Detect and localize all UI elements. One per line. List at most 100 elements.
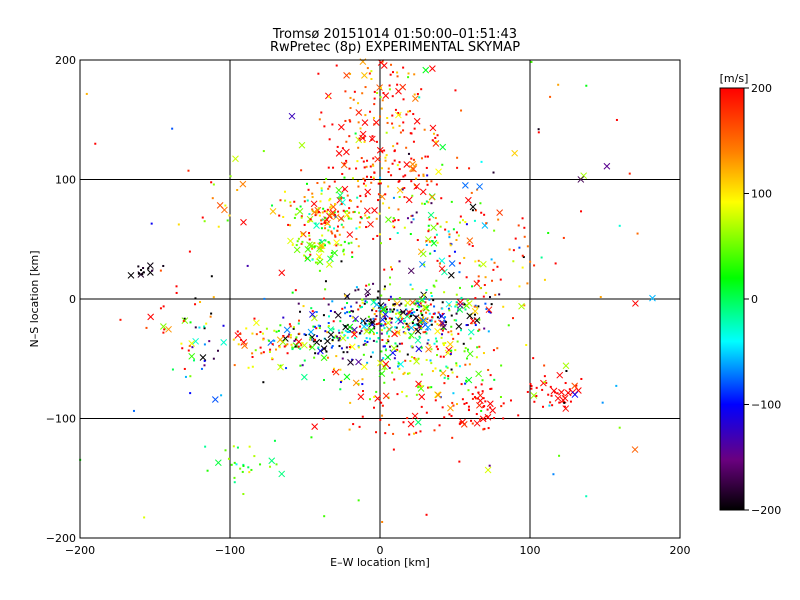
data-point-dot (526, 245, 529, 248)
data-point-dot (410, 356, 413, 359)
data-point-dot (289, 333, 292, 336)
data-point-dot (290, 343, 293, 346)
data-point-dot (485, 308, 488, 311)
data-point-dot (580, 377, 583, 380)
data-point-dot (427, 339, 430, 342)
data-point-dot (409, 336, 412, 339)
data-point-dot (288, 333, 291, 336)
data-point-dot (334, 235, 337, 238)
data-point-dot (364, 184, 367, 187)
data-point-x (411, 412, 419, 420)
data-point-dot (471, 397, 474, 400)
data-point-x (489, 407, 496, 414)
data-point-dot (328, 225, 331, 228)
data-point-dot (343, 162, 346, 165)
data-point-dot (361, 378, 364, 381)
data-point-x (306, 241, 313, 249)
data-point-dot (425, 180, 428, 183)
data-point-dot (514, 237, 517, 240)
data-point-dot (405, 308, 408, 311)
data-point-dot (473, 219, 476, 222)
data-point-dot (262, 150, 265, 153)
data-point-dot (498, 293, 501, 296)
y-tick-label: −200 (46, 532, 76, 545)
data-point-dot (370, 70, 373, 73)
data-point-dot (289, 325, 292, 328)
data-point-x (268, 457, 276, 465)
data-point-dot (364, 86, 367, 89)
y-tick-label: 0 (69, 293, 76, 306)
data-point-dot (311, 245, 314, 248)
data-point-dot (425, 243, 428, 246)
data-point-dot (412, 218, 415, 221)
data-point-dot (407, 110, 410, 113)
data-point-dot (331, 336, 334, 339)
data-point-dot (423, 297, 426, 300)
data-point-dot (406, 328, 409, 331)
data-point-x (649, 294, 656, 302)
data-point-dot (397, 219, 400, 222)
data-point-dot (211, 197, 214, 200)
data-point-x (412, 95, 419, 103)
data-point-dot (374, 318, 377, 321)
data-point-dot (448, 413, 451, 416)
data-point-dot (300, 169, 303, 172)
data-point-dot (481, 390, 484, 393)
data-point-x (343, 148, 350, 156)
data-point-x (181, 317, 189, 324)
data-point-dot (143, 516, 146, 519)
data-point-dot (362, 160, 365, 163)
data-point-dot (387, 298, 390, 301)
data-point-dot (436, 134, 439, 137)
data-point-dot (338, 197, 341, 200)
data-point-dot (468, 243, 471, 246)
data-point-dot (393, 149, 396, 152)
data-point-dot (312, 325, 315, 328)
data-point-dot (439, 355, 442, 358)
data-point-dot (349, 315, 352, 318)
data-point-dot (328, 95, 331, 98)
data-point-x (419, 260, 426, 268)
data-point-dot (353, 331, 356, 334)
data-point-dot (379, 115, 382, 118)
data-point-x (348, 343, 356, 351)
data-point-dot (315, 327, 318, 330)
data-point-dot (333, 367, 336, 370)
data-point-dot (467, 389, 470, 392)
data-point-x (496, 209, 504, 216)
data-point-x (343, 71, 350, 79)
data-point-dot (340, 379, 343, 382)
data-point-dot (409, 283, 412, 286)
data-point-dot (262, 381, 265, 384)
data-point-dot (430, 348, 433, 351)
data-point-dot (405, 146, 408, 149)
data-point-dot (445, 365, 448, 368)
data-point-x (561, 394, 569, 402)
data-point-x (301, 373, 308, 381)
data-point-dot (394, 108, 397, 111)
data-point-dot (568, 388, 571, 391)
data-point-dot (366, 361, 369, 364)
data-point-dot (434, 399, 437, 402)
data-point-x (324, 337, 331, 345)
data-point-dot (434, 337, 437, 340)
data-point-dot (342, 197, 345, 200)
data-point-dot (428, 218, 431, 221)
data-point-dot (348, 135, 351, 138)
data-point-dot (137, 265, 140, 268)
data-point-dot (409, 315, 412, 318)
data-point-dot (300, 215, 303, 218)
data-point-dot (435, 345, 438, 348)
data-point-dot (401, 390, 404, 393)
data-point-dot (453, 319, 456, 322)
data-point-dot (466, 357, 469, 360)
data-point-x (421, 316, 429, 324)
data-point-x (311, 423, 319, 430)
data-point-dot (492, 171, 495, 174)
data-point-dot (411, 214, 414, 217)
data-point-dot (330, 215, 333, 218)
data-point-dot (367, 315, 370, 318)
data-point-dot (484, 276, 487, 279)
data-point-dot (402, 421, 405, 424)
data-point-dot (468, 409, 471, 412)
